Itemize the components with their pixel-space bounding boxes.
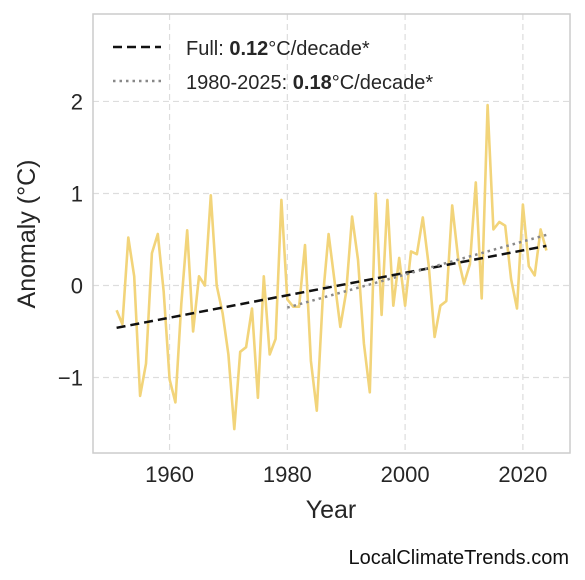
y-tick-label: 2 (71, 89, 83, 114)
x-axis-label: Year (306, 496, 357, 524)
x-tick-label: 2000 (381, 462, 430, 487)
full-trend-line (116, 244, 547, 330)
anomaly-series-line (115, 103, 548, 431)
legend: Full: 0.12°C/decade* 1980-2025: 0.18°C/d… (113, 38, 433, 94)
series-layer (115, 103, 548, 431)
x-tick-label: 2020 (498, 462, 547, 487)
y-tick-label: 0 (71, 273, 83, 298)
y-axis-label: Anomaly (°C) (13, 160, 41, 309)
legend-value-full: 0.12 (229, 38, 268, 60)
x-tick-label: 1960 (145, 462, 194, 487)
legend-suffix-recent: °C/decade* (332, 72, 434, 94)
legend-prefix-recent: 1980-2025: (186, 72, 293, 94)
axis-ticks: 1960 1980 2000 2020 −1 0 1 2 (58, 89, 547, 487)
y-tick-label: 1 (71, 181, 83, 206)
plot-frame (92, 13, 571, 454)
x-tick-label: 1980 (263, 462, 312, 487)
y-tick-label: −1 (58, 366, 83, 391)
legend-label-full: Full: 0.12°C/decade* (186, 38, 370, 60)
legend-label-recent: 1980-2025: 0.18°C/decade* (186, 72, 433, 94)
watermark-text: LocalClimateTrends.com (348, 547, 569, 569)
legend-suffix-full: °C/decade* (268, 38, 370, 60)
legend-value-recent: 0.18 (293, 72, 332, 94)
legend-prefix-full: Full: (186, 38, 229, 60)
